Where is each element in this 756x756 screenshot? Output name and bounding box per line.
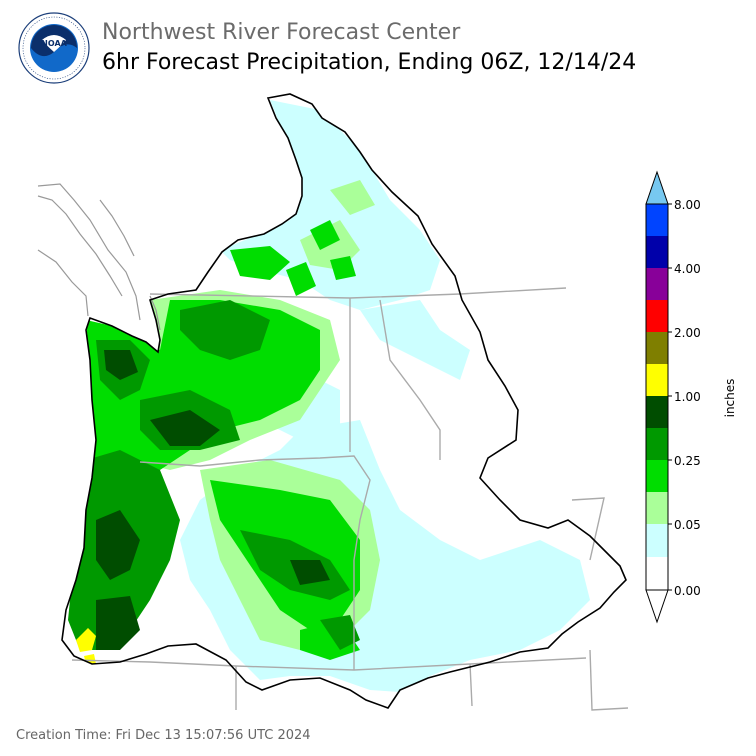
map-subtitle: 6hr Forecast Precipitation, Ending 06Z, … [102, 50, 637, 75]
basin-outline [61, 93, 627, 709]
logo-text: NOAA [41, 39, 67, 48]
state-boundaries [71, 287, 629, 711]
colorbar-tick-label: 1.00 [674, 390, 701, 404]
coastlines [37, 183, 161, 331]
colorbar-tick-label: 0.25 [674, 454, 701, 468]
colorbar-max-arrow [645, 170, 669, 205]
colorbar-tick-label: 2.00 [674, 326, 701, 340]
noaa-logo: NOAA [18, 12, 90, 84]
page-title: Northwest River Forecast Center [102, 20, 461, 45]
colorbar-tick-label: 0.00 [674, 584, 701, 598]
colorbar-tick-label: 8.00 [674, 198, 701, 212]
colorbar-tick-label: 4.00 [674, 262, 701, 276]
colorbar-tick-label: 0.05 [674, 518, 701, 532]
creation-timestamp: Creation Time: Fri Dec 13 15:07:56 UTC 2… [16, 728, 311, 743]
colorbar-min-arrow [645, 589, 669, 624]
colorbar-unit-label: inches [723, 379, 737, 418]
precip-fields [68, 100, 590, 692]
precip-colorbar: 8.00 4.00 2.00 1.00 0.25 0.05 0.00 inche… [645, 170, 737, 624]
